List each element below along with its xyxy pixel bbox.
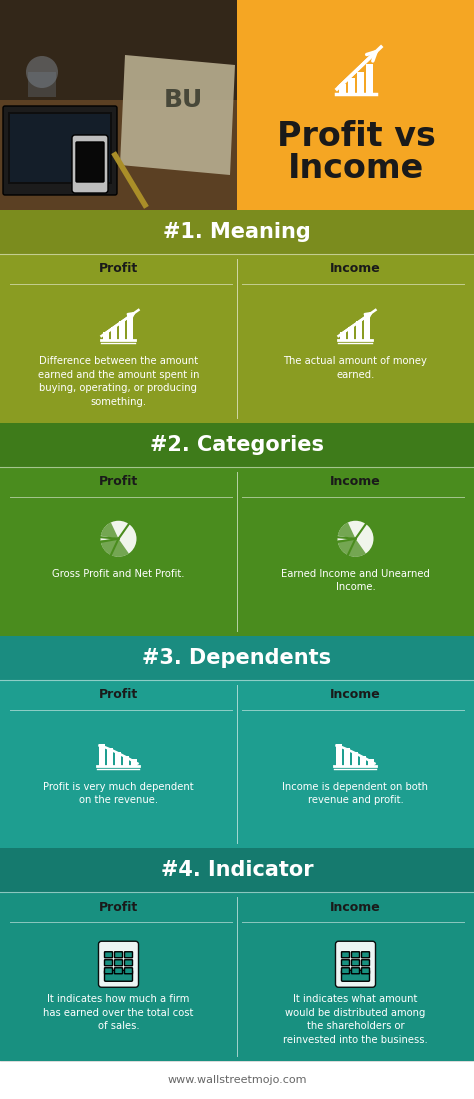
FancyBboxPatch shape <box>115 952 122 957</box>
Bar <box>345 747 350 766</box>
Bar <box>0 100 237 210</box>
Text: It indicates how much a firm
has earned over the total cost
of sales.: It indicates how much a firm has earned … <box>43 995 194 1032</box>
Text: Income: Income <box>330 688 381 701</box>
Wedge shape <box>101 522 118 539</box>
Text: Profit: Profit <box>99 475 138 488</box>
Bar <box>0 210 474 254</box>
Wedge shape <box>337 539 366 557</box>
Text: Gross Profit and Net Profit.: Gross Profit and Net Profit. <box>52 569 185 579</box>
FancyBboxPatch shape <box>99 941 138 987</box>
Text: Income: Income <box>288 152 424 185</box>
FancyBboxPatch shape <box>341 970 370 981</box>
Bar <box>357 73 364 95</box>
FancyBboxPatch shape <box>104 968 112 974</box>
Bar <box>356 321 363 340</box>
Wedge shape <box>338 522 356 539</box>
FancyBboxPatch shape <box>352 959 359 966</box>
Bar <box>119 321 126 340</box>
Text: Income is dependent on both
revenue and profit.: Income is dependent on both revenue and … <box>283 781 428 806</box>
Text: #2. Categories: #2. Categories <box>150 435 324 455</box>
Polygon shape <box>120 55 235 175</box>
FancyBboxPatch shape <box>104 970 133 981</box>
Bar <box>131 758 137 766</box>
Bar <box>237 0 474 210</box>
Text: Income: Income <box>330 475 381 488</box>
FancyBboxPatch shape <box>104 959 112 966</box>
Circle shape <box>100 521 137 557</box>
FancyBboxPatch shape <box>115 968 122 974</box>
Bar <box>108 747 113 766</box>
FancyBboxPatch shape <box>341 968 349 974</box>
Bar <box>111 328 118 340</box>
Bar <box>365 315 371 340</box>
FancyBboxPatch shape <box>352 952 359 957</box>
Bar <box>10 114 110 182</box>
Bar <box>116 752 121 766</box>
Text: Difference between the amount
earned and the amount spent in
buying, operating, : Difference between the amount earned and… <box>38 356 199 407</box>
Bar <box>366 64 373 95</box>
FancyBboxPatch shape <box>362 952 370 957</box>
Text: Profit is very much dependent
on the revenue.: Profit is very much dependent on the rev… <box>43 781 194 806</box>
Text: BU: BU <box>164 88 202 112</box>
FancyBboxPatch shape <box>72 135 108 193</box>
Text: Earned Income and Unearned
Income.: Earned Income and Unearned Income. <box>281 569 430 592</box>
FancyBboxPatch shape <box>362 968 370 974</box>
Text: #3. Dependents: #3. Dependents <box>143 647 331 667</box>
FancyBboxPatch shape <box>341 952 349 957</box>
Bar <box>348 78 355 95</box>
FancyBboxPatch shape <box>115 959 122 966</box>
Text: It indicates what amount
would be distributed among
the shareholders or
reinvest: It indicates what amount would be distri… <box>283 995 428 1045</box>
Text: Profit vs: Profit vs <box>276 120 436 153</box>
FancyBboxPatch shape <box>125 952 133 957</box>
Bar <box>124 755 129 766</box>
Bar <box>361 755 366 766</box>
Text: #4. Indicator: #4. Indicator <box>161 861 313 880</box>
Wedge shape <box>100 539 129 557</box>
FancyBboxPatch shape <box>341 959 349 966</box>
Circle shape <box>26 56 58 88</box>
FancyBboxPatch shape <box>125 968 133 974</box>
Bar <box>337 744 343 766</box>
Text: Income: Income <box>330 901 381 913</box>
Bar <box>353 752 358 766</box>
Bar <box>0 0 237 210</box>
FancyBboxPatch shape <box>104 952 112 957</box>
Bar <box>100 744 106 766</box>
Text: Income: Income <box>330 263 381 276</box>
Circle shape <box>337 521 374 557</box>
Bar <box>103 332 109 340</box>
FancyBboxPatch shape <box>125 959 133 966</box>
Bar <box>368 758 374 766</box>
Bar <box>0 0 237 210</box>
Text: Profit: Profit <box>99 901 138 913</box>
FancyBboxPatch shape <box>352 968 359 974</box>
Bar <box>128 315 134 340</box>
Text: Profit: Profit <box>99 688 138 701</box>
Bar <box>0 467 474 635</box>
Text: www.wallstreetmojo.com: www.wallstreetmojo.com <box>167 1075 307 1085</box>
Bar <box>0 423 474 467</box>
Bar <box>340 332 346 340</box>
Bar <box>0 848 474 892</box>
FancyBboxPatch shape <box>3 106 117 195</box>
Bar <box>0 892 474 1061</box>
FancyBboxPatch shape <box>76 142 104 182</box>
Bar <box>8 112 112 184</box>
Bar <box>0 254 474 423</box>
Text: Profit: Profit <box>99 263 138 276</box>
Bar <box>0 1061 474 1099</box>
Text: The actual amount of money
earned.: The actual amount of money earned. <box>283 356 428 379</box>
Bar <box>0 635 474 679</box>
Bar <box>348 328 355 340</box>
Bar <box>0 679 474 848</box>
Bar <box>28 73 56 97</box>
FancyBboxPatch shape <box>336 941 375 987</box>
Text: #1. Meaning: #1. Meaning <box>163 222 311 242</box>
FancyBboxPatch shape <box>362 959 370 966</box>
Bar <box>339 84 346 95</box>
